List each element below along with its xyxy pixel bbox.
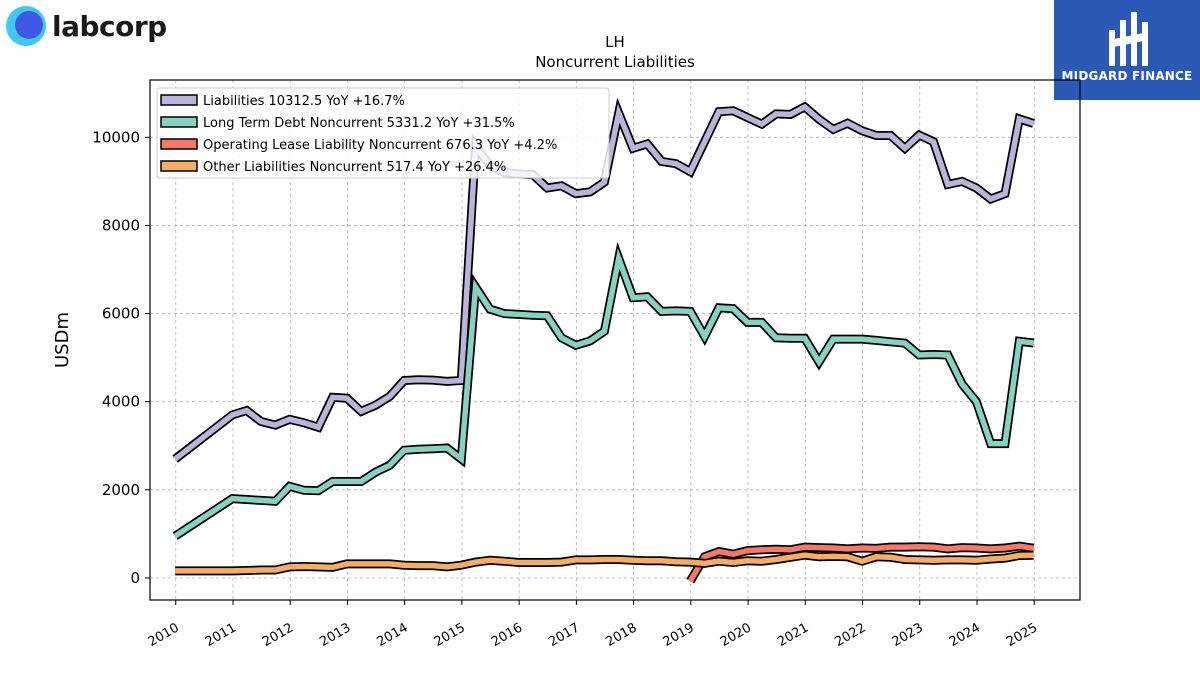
midgard-mark-icon [1109, 12, 1148, 66]
x-tick-label-6: 2016 [489, 620, 525, 650]
legend-swatch-0 [160, 94, 198, 106]
x-tick-label-10: 2020 [718, 620, 754, 650]
series-group [172, 97, 1036, 584]
legend-swatch-1 [160, 116, 198, 128]
legend-swatch-3 [160, 160, 198, 172]
x-tick-label-3: 2013 [317, 620, 353, 650]
y-tick-label-2: 4000 [102, 393, 140, 411]
x-tick-label-15: 2025 [1004, 620, 1040, 650]
x-tick-label-9: 2019 [661, 620, 697, 650]
series-line-1 [173, 248, 1034, 539]
x-tick-label-0: 2010 [146, 620, 182, 650]
series-line-0 [173, 103, 1035, 462]
x-tick-label-7: 2017 [546, 620, 582, 650]
labcorp-logo: labcorp [6, 4, 167, 48]
x-tick-label-2: 2012 [260, 620, 296, 650]
legend-label-0: Liabilities 10312.5 YoY +16.7% [203, 94, 405, 109]
series-line-2 [687, 543, 1034, 583]
y-axis-label: USDm [52, 312, 73, 368]
y-tick-label-3: 6000 [102, 305, 140, 323]
x-tick-label-4: 2014 [375, 620, 411, 650]
chart-subtitle: Noncurrent Liabilities [535, 53, 695, 71]
y-tick-label-4: 8000 [102, 216, 140, 234]
series-outline-1 [172, 241, 1035, 540]
series-line-3 [175, 552, 1034, 574]
legend-label-3: Other Liabilities Noncurrent 517.4 YoY +… [203, 160, 506, 175]
midgard-finance-logo: MIDGARD FINANCE [1054, 0, 1200, 100]
plot-frame [149, 79, 1081, 601]
x-tick-label-13: 2023 [890, 620, 926, 650]
x-tick-label-5: 2015 [432, 620, 468, 650]
legend-box [156, 87, 610, 179]
y-tick-label-1: 2000 [102, 481, 140, 499]
legend-swatch-2 [160, 138, 198, 150]
x-tick-label-8: 2018 [603, 620, 639, 650]
x-tick-label-11: 2021 [775, 620, 811, 650]
x-tick-label-12: 2022 [832, 620, 868, 650]
legend-label-1: Long Term Debt Noncurrent 5331.2 YoY +31… [203, 116, 515, 131]
labcorp-logo-text: labcorp [52, 9, 167, 43]
x-tick-label-14: 2024 [947, 620, 983, 650]
x-tick-label-1: 2011 [203, 620, 239, 650]
legend-label-2: Operating Lease Liability Noncurrent 676… [203, 138, 557, 153]
legend: Liabilities 10312.5 YoY +16.7% Long Term … [156, 87, 610, 179]
y-tick-label-5: 10000 [92, 128, 140, 146]
labcorp-mark-icon [6, 6, 46, 46]
chart-title: LH [605, 33, 625, 51]
midgard-logo-text: MIDGARD FINANCE [1061, 69, 1193, 83]
y-tick-label-0: 0 [130, 569, 140, 587]
